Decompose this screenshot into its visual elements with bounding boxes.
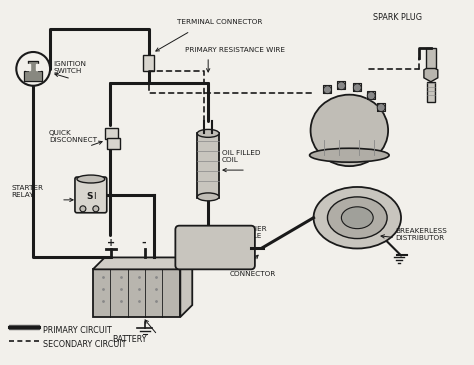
Circle shape	[16, 52, 50, 86]
Polygon shape	[24, 61, 42, 81]
Text: SPARK PLUG: SPARK PLUG	[373, 13, 422, 22]
FancyBboxPatch shape	[75, 177, 107, 213]
Polygon shape	[424, 66, 438, 82]
FancyBboxPatch shape	[107, 138, 120, 149]
Text: I: I	[93, 192, 95, 201]
Text: QUICK
DISCONNECT: QUICK DISCONNECT	[49, 130, 97, 143]
Polygon shape	[36, 64, 40, 70]
Ellipse shape	[341, 207, 373, 228]
Polygon shape	[180, 257, 192, 317]
Text: BREAKERLESS
DISTRIBUTOR: BREAKERLESS DISTRIBUTOR	[395, 228, 447, 241]
Bar	[427, 82, 435, 101]
Circle shape	[377, 104, 385, 112]
Polygon shape	[93, 257, 192, 269]
Text: PRIMARY RESISTANCE WIRE: PRIMARY RESISTANCE WIRE	[185, 47, 285, 53]
Circle shape	[93, 206, 99, 212]
Circle shape	[353, 84, 361, 92]
Text: BATTERY: BATTERY	[113, 335, 147, 344]
Text: -: -	[142, 238, 146, 247]
Ellipse shape	[197, 130, 219, 137]
Circle shape	[367, 92, 375, 100]
Ellipse shape	[328, 197, 387, 239]
Circle shape	[337, 82, 346, 90]
Polygon shape	[377, 103, 385, 111]
Bar	[426, 48, 436, 68]
Polygon shape	[26, 64, 30, 70]
Text: S: S	[86, 192, 92, 201]
FancyBboxPatch shape	[143, 55, 155, 71]
Polygon shape	[353, 83, 361, 91]
FancyBboxPatch shape	[105, 128, 118, 139]
Ellipse shape	[77, 175, 105, 183]
Circle shape	[323, 86, 331, 94]
Text: AMPLIFIER
MODULE: AMPLIFIER MODULE	[230, 226, 268, 239]
Text: TERMINAL CONNECTOR: TERMINAL CONNECTOR	[177, 19, 263, 25]
Circle shape	[80, 206, 86, 212]
Text: OIL FILLED
COIL: OIL FILLED COIL	[222, 150, 261, 163]
FancyBboxPatch shape	[175, 226, 255, 269]
Text: CONNECTOR: CONNECTOR	[230, 271, 276, 277]
Text: STARTER
RELAY: STARTER RELAY	[11, 185, 43, 198]
Polygon shape	[93, 269, 180, 317]
Ellipse shape	[313, 187, 401, 249]
Text: +: +	[107, 238, 115, 247]
Polygon shape	[367, 91, 375, 99]
Text: IGNITION
SWITCH: IGNITION SWITCH	[53, 61, 86, 74]
Ellipse shape	[310, 148, 389, 162]
Ellipse shape	[310, 95, 388, 166]
Bar	[197, 133, 219, 198]
Polygon shape	[337, 81, 346, 89]
Polygon shape	[323, 85, 331, 93]
Text: SECONDARY CIRCUIT: SECONDARY CIRCUIT	[43, 340, 127, 349]
Text: PRIMARY CIRCUIT: PRIMARY CIRCUIT	[43, 326, 112, 335]
Ellipse shape	[197, 193, 219, 201]
